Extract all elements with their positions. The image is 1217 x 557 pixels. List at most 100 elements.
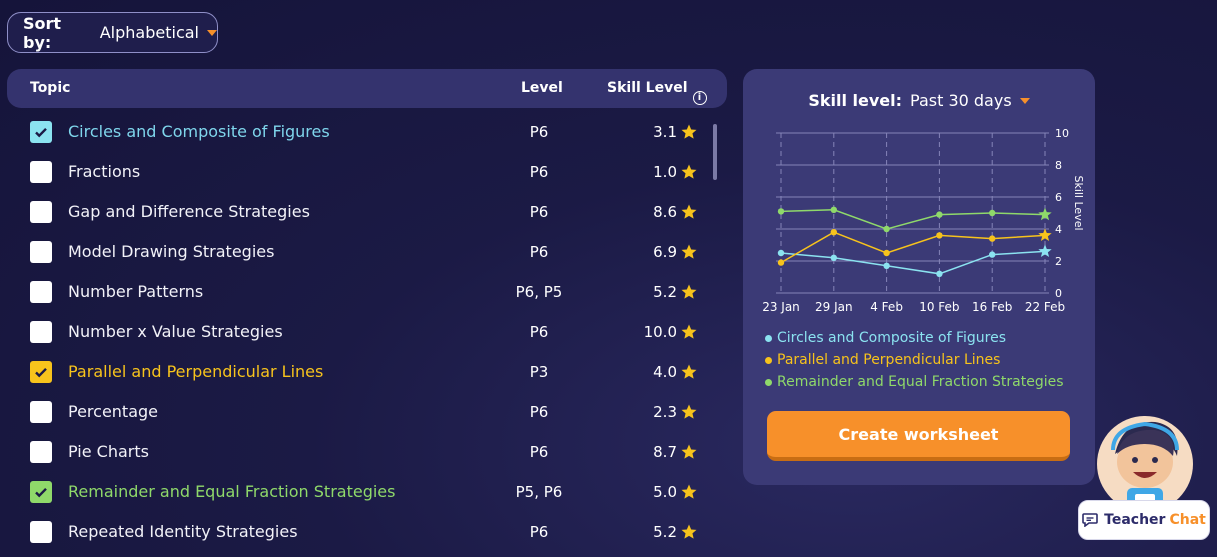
topic-name: Remainder and Equal Fraction Strategies xyxy=(68,482,396,501)
topic-checkbox[interactable] xyxy=(30,321,52,343)
data-point-star xyxy=(1038,207,1052,221)
topic-checkbox[interactable] xyxy=(30,201,52,223)
topic-list: Circles and Composite of Figures P6 3.1 Fra… xyxy=(0,112,727,552)
topic-level: P6 xyxy=(529,123,549,141)
legend-item: Circles and Composite of Figures xyxy=(765,327,1064,349)
star-icon xyxy=(680,363,698,381)
table-row: Parallel and Perpendicular Lines P3 4.0 xyxy=(0,352,727,392)
topic-checkbox[interactable] xyxy=(30,121,52,143)
series-line xyxy=(780,250,1046,275)
star-icon xyxy=(680,243,698,261)
data-point xyxy=(777,249,785,257)
sort-label: Sort by: xyxy=(23,13,62,52)
chat-accent: Chat xyxy=(1169,512,1206,528)
chart-legend: Circles and Composite of Figures Parallel… xyxy=(765,327,1064,393)
topic-skill: 5.2 xyxy=(653,283,677,301)
table-row: Fractions P6 1.0 xyxy=(0,152,727,192)
topic-checkbox[interactable] xyxy=(30,481,52,503)
topic-skill: 8.7 xyxy=(653,443,677,461)
topic-checkbox[interactable] xyxy=(30,441,52,463)
table-row: Number Patterns P6, P5 5.2 xyxy=(0,272,727,312)
topic-name: Gap and Difference Strategies xyxy=(68,202,310,221)
y-tick-label: 4 xyxy=(1055,223,1062,236)
topic-name: Model Drawing Strategies xyxy=(68,242,275,261)
y-tick-label: 0 xyxy=(1055,287,1062,300)
table-row: Percentage P6 2.3 xyxy=(0,392,727,432)
data-point xyxy=(883,249,890,257)
create-worksheet-button[interactable]: Create worksheet xyxy=(767,411,1070,461)
data-point xyxy=(830,206,837,213)
data-point xyxy=(883,225,890,233)
info-icon[interactable]: i xyxy=(692,91,707,105)
topic-checkbox[interactable] xyxy=(30,521,52,543)
table-row: Model Drawing Strategies P6 6.9 xyxy=(0,232,727,272)
star-icon xyxy=(680,163,698,181)
star-icon xyxy=(680,523,698,541)
topic-skill: 5.2 xyxy=(653,523,677,541)
sort-value: Alphabetical xyxy=(99,23,199,42)
data-point xyxy=(830,254,837,261)
data-point xyxy=(830,229,837,236)
topic-skill: 1.0 xyxy=(653,163,677,181)
x-tick-label: 16 Feb xyxy=(972,300,1012,314)
period-value: Past 30 days xyxy=(910,91,1012,110)
star-icon xyxy=(680,123,698,141)
topic-checkbox[interactable] xyxy=(30,281,52,303)
sort-dropdown[interactable]: Sort by: Alphabetical xyxy=(7,12,218,53)
topic-name: Pie Charts xyxy=(68,442,149,461)
topic-skill: 3.1 xyxy=(653,123,677,141)
topic-name: Percentage xyxy=(68,402,159,421)
topic-level: P6 xyxy=(529,243,549,261)
topic-name: Fractions xyxy=(68,162,141,181)
topic-name: Parallel and Perpendicular Lines xyxy=(68,362,324,381)
topic-level: P6, P5 xyxy=(515,283,563,301)
topic-level: P6 xyxy=(529,523,549,541)
data-point xyxy=(989,251,996,258)
y-tick-label: 2 xyxy=(1055,255,1062,268)
table-row: Gap and Difference Strategies P6 8.6 xyxy=(0,192,727,232)
teacher-mascot-icon[interactable] xyxy=(1093,410,1197,514)
scrollbar[interactable] xyxy=(713,124,717,180)
level-header: Level xyxy=(521,80,563,96)
topic-checkbox[interactable] xyxy=(30,401,52,423)
x-tick-label: 4 Feb xyxy=(870,300,903,314)
topic-checkbox[interactable] xyxy=(30,241,52,263)
check-icon xyxy=(35,487,47,498)
series-line xyxy=(780,209,1046,230)
x-tick-label: 29 Jan xyxy=(815,300,853,314)
star-icon xyxy=(680,443,698,461)
y-tick-label: 6 xyxy=(1055,191,1062,204)
table-row: Repeated Identity Strategies P6 5.2 xyxy=(0,512,727,552)
data-point xyxy=(883,262,890,269)
legend-dot xyxy=(765,378,772,386)
skill-header: Skill Level i xyxy=(607,80,707,105)
skill-chart: 0 2 4 6 8 10 23 Jan 29 Jan 4 Feb 10 Feb 16 Feb 22 F… xyxy=(762,127,1085,314)
star-icon xyxy=(680,203,698,221)
topic-checkbox[interactable] xyxy=(30,361,52,383)
data-point xyxy=(777,259,785,266)
legend-dot xyxy=(765,334,772,342)
x-tick-label: 22 Feb xyxy=(1025,300,1065,314)
y-tick-label: 8 xyxy=(1055,159,1062,172)
legend-label: Remainder and Equal Fraction Strategies xyxy=(777,374,1064,390)
topic-skill: 2.3 xyxy=(653,403,677,421)
table-row: Remainder and Equal Fraction Strategies P… xyxy=(0,472,727,512)
teacher-chat-button[interactable]: Teacher Chat xyxy=(1078,500,1210,540)
table-row: Circles and Composite of Figures P6 3.1 xyxy=(0,112,727,152)
chat-icon xyxy=(1082,513,1098,527)
topic-name: Repeated Identity Strategies xyxy=(68,522,298,541)
table-header: Topic Level Skill Level i xyxy=(7,69,727,108)
legend-item: Parallel and Perpendicular Lines xyxy=(765,349,1064,371)
y-tick-label: 10 xyxy=(1055,127,1069,140)
topic-checkbox[interactable] xyxy=(30,161,52,183)
skill-period-dropdown[interactable]: Skill level: Past 30 days xyxy=(743,91,1095,110)
chevron-down-icon xyxy=(1019,98,1030,104)
data-point-star xyxy=(1038,244,1052,258)
topic-level: P5, P6 xyxy=(515,483,563,501)
data-point xyxy=(989,235,996,242)
topic-name: Number Patterns xyxy=(68,282,204,301)
legend-label: Circles and Composite of Figures xyxy=(777,330,1006,346)
legend-item: Remainder and Equal Fraction Strategies xyxy=(765,371,1064,393)
topic-level: P6 xyxy=(529,403,549,421)
topic-level: P3 xyxy=(529,363,549,381)
